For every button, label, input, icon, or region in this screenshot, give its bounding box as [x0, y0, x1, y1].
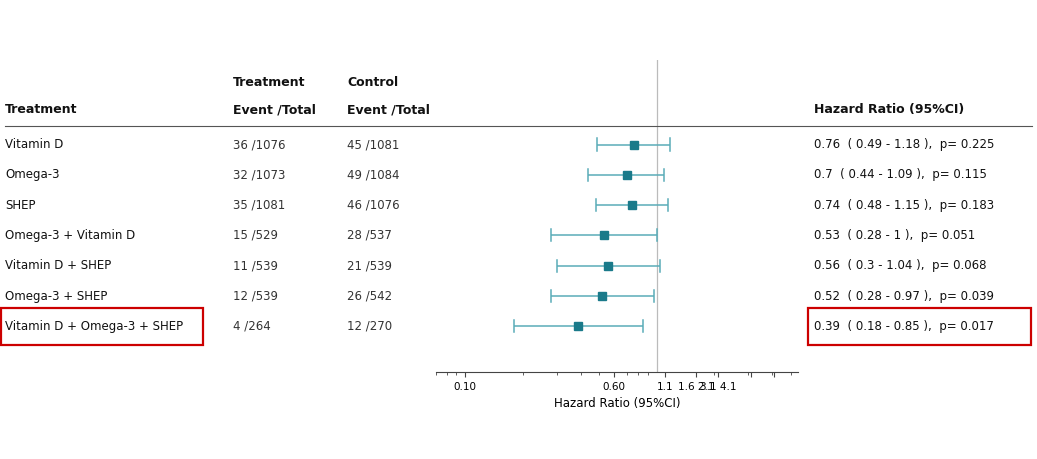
- Text: Vitamin D + SHEP: Vitamin D + SHEP: [5, 259, 111, 272]
- Text: Hazard Ratio (95%CI): Hazard Ratio (95%CI): [814, 103, 964, 116]
- Text: 11 /539: 11 /539: [233, 259, 278, 272]
- Text: 15 /529: 15 /529: [233, 229, 278, 242]
- Text: Omega-3: Omega-3: [5, 168, 60, 181]
- Text: 26 /542: 26 /542: [347, 290, 393, 302]
- Text: 0.74  ( 0.48 - 1.15 ),  p= 0.183: 0.74 ( 0.48 - 1.15 ), p= 0.183: [814, 199, 994, 212]
- Text: 45 /1081: 45 /1081: [347, 138, 400, 151]
- Text: 12 /270: 12 /270: [347, 320, 393, 333]
- Text: Control: Control: [347, 76, 398, 89]
- Text: Event /Total: Event /Total: [233, 103, 316, 116]
- X-axis label: Hazard Ratio (95%CI): Hazard Ratio (95%CI): [554, 397, 680, 410]
- Text: Vitamin D: Vitamin D: [5, 138, 63, 151]
- Text: Omega-3 + SHEP: Omega-3 + SHEP: [5, 290, 108, 302]
- Text: Event /Total: Event /Total: [347, 103, 430, 116]
- Text: 49 /1084: 49 /1084: [347, 168, 400, 181]
- Text: Omega-3 + Vitamin D: Omega-3 + Vitamin D: [5, 229, 136, 242]
- Text: 0.39  ( 0.18 - 0.85 ),  p= 0.017: 0.39 ( 0.18 - 0.85 ), p= 0.017: [814, 320, 993, 333]
- Text: 28 /537: 28 /537: [347, 229, 392, 242]
- Text: 21 /539: 21 /539: [347, 259, 392, 272]
- Text: 36 /1076: 36 /1076: [233, 138, 286, 151]
- Text: 12 /539: 12 /539: [233, 290, 278, 302]
- Text: 0.76  ( 0.49 - 1.18 ),  p= 0.225: 0.76 ( 0.49 - 1.18 ), p= 0.225: [814, 138, 994, 151]
- Text: Treatment: Treatment: [5, 103, 78, 116]
- Text: SHEP: SHEP: [5, 199, 35, 212]
- Text: 46 /1076: 46 /1076: [347, 199, 400, 212]
- Text: Treatment: Treatment: [233, 76, 306, 89]
- Text: 32 /1073: 32 /1073: [233, 168, 286, 181]
- Text: 0.53  ( 0.28 - 1 ),  p= 0.051: 0.53 ( 0.28 - 1 ), p= 0.051: [814, 229, 975, 242]
- Text: Vitamin D + Omega-3 + SHEP: Vitamin D + Omega-3 + SHEP: [5, 320, 184, 333]
- Text: 4 /264: 4 /264: [233, 320, 271, 333]
- Text: 0.56  ( 0.3 - 1.04 ),  p= 0.068: 0.56 ( 0.3 - 1.04 ), p= 0.068: [814, 259, 986, 272]
- Text: 35 /1081: 35 /1081: [233, 199, 285, 212]
- Text: 0.7  ( 0.44 - 1.09 ),  p= 0.115: 0.7 ( 0.44 - 1.09 ), p= 0.115: [814, 168, 987, 181]
- Text: 0.52  ( 0.28 - 0.97 ),  p= 0.039: 0.52 ( 0.28 - 0.97 ), p= 0.039: [814, 290, 994, 302]
